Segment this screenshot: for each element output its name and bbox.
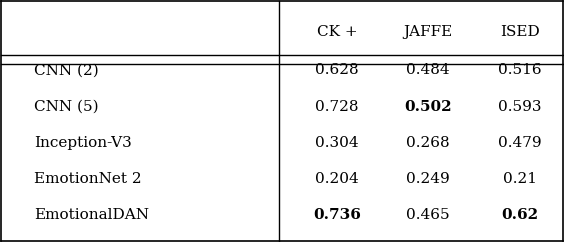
Text: CNN (5): CNN (5) (34, 99, 99, 113)
Text: 0.204: 0.204 (315, 172, 359, 186)
Text: CNN (2): CNN (2) (34, 63, 99, 77)
Text: 0.728: 0.728 (315, 99, 359, 113)
Text: 0.304: 0.304 (315, 136, 359, 150)
Text: 0.736: 0.736 (313, 208, 361, 222)
Text: EmotionNet 2: EmotionNet 2 (34, 172, 142, 186)
Text: 0.268: 0.268 (407, 136, 450, 150)
Text: 0.62: 0.62 (501, 208, 538, 222)
Text: 0.21: 0.21 (503, 172, 537, 186)
Text: 0.484: 0.484 (407, 63, 450, 77)
Text: JAFFE: JAFFE (404, 25, 453, 39)
Text: 0.593: 0.593 (498, 99, 541, 113)
Text: Inception-V3: Inception-V3 (34, 136, 132, 150)
Text: CK +: CK + (316, 25, 357, 39)
Text: 0.249: 0.249 (407, 172, 450, 186)
Text: 0.516: 0.516 (498, 63, 541, 77)
Text: 0.502: 0.502 (404, 99, 452, 113)
Text: 0.479: 0.479 (498, 136, 541, 150)
Text: ISED: ISED (500, 25, 540, 39)
Text: 0.628: 0.628 (315, 63, 359, 77)
Text: EmotionalDAN: EmotionalDAN (34, 208, 149, 222)
Text: 0.465: 0.465 (407, 208, 450, 222)
